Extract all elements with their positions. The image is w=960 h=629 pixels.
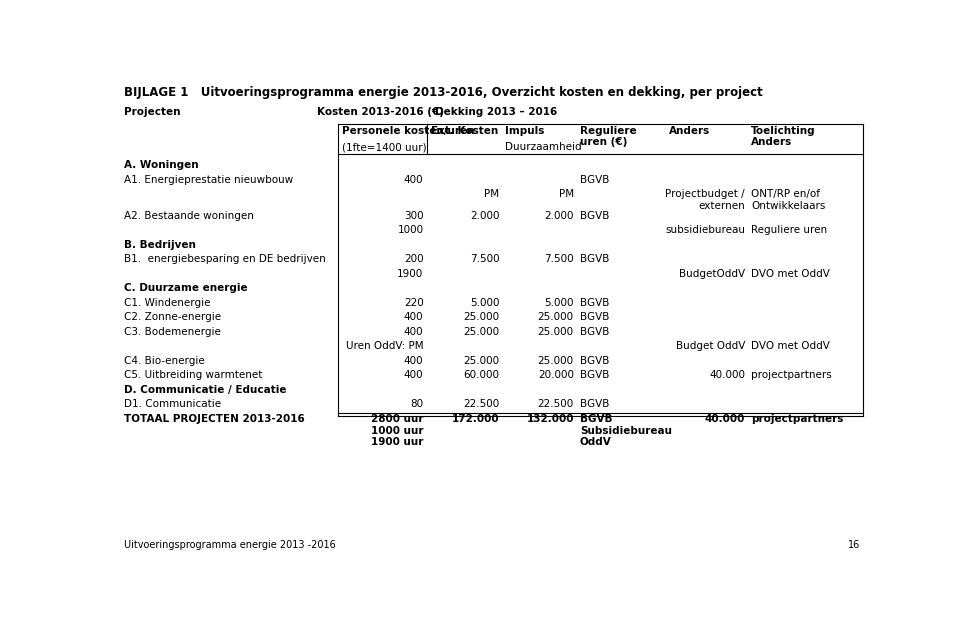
Text: BGVB: BGVB [580, 327, 610, 337]
Text: 2800 uur
1000 uur
1900 uur: 2800 uur 1000 uur 1900 uur [372, 414, 423, 447]
Text: Reguliere uren: Reguliere uren [751, 225, 827, 235]
Text: 60.000: 60.000 [464, 370, 499, 381]
Text: 80: 80 [411, 399, 423, 409]
Text: C3. Bodemenergie: C3. Bodemenergie [124, 327, 221, 337]
Text: 2.000: 2.000 [470, 211, 499, 221]
Text: Ext. Kosten: Ext. Kosten [431, 126, 498, 136]
Text: 400: 400 [404, 313, 423, 322]
Text: 22.500: 22.500 [463, 399, 499, 409]
Text: BIJLAGE 1   Uitvoeringsprogramma energie 2013-2016, Overzicht kosten en dekking,: BIJLAGE 1 Uitvoeringsprogramma energie 2… [124, 86, 762, 99]
Text: C2. Zonne-energie: C2. Zonne-energie [124, 313, 221, 322]
Text: 5.000: 5.000 [544, 298, 574, 308]
Text: Projectbudget /
externen: Projectbudget / externen [665, 189, 745, 211]
Text: BGVB: BGVB [580, 313, 610, 322]
Text: BGVB
Subsidiebureau
OddV: BGVB Subsidiebureau OddV [580, 414, 672, 447]
Text: Budget OddV: Budget OddV [676, 342, 745, 352]
Text: subsidiebureau: subsidiebureau [665, 225, 745, 235]
Text: Uren OddV: PM: Uren OddV: PM [346, 342, 423, 352]
Text: D. Communicatie / Educatie: D. Communicatie / Educatie [124, 385, 286, 395]
Text: 172.000: 172.000 [452, 414, 499, 424]
Text: A. Woningen: A. Woningen [124, 160, 199, 170]
Text: 400: 400 [404, 370, 423, 381]
Text: 132.000: 132.000 [526, 414, 574, 424]
Text: 400: 400 [404, 356, 423, 366]
Text: B1.  energiebesparing en DE bedrijven: B1. energiebesparing en DE bedrijven [124, 254, 325, 264]
Text: 220: 220 [404, 298, 423, 308]
Text: 400: 400 [404, 327, 423, 337]
Text: 40.000: 40.000 [708, 370, 745, 381]
Text: 25.000: 25.000 [464, 327, 499, 337]
Text: Personele kosten/uren: Personele kosten/uren [342, 126, 474, 136]
Text: 16: 16 [848, 540, 860, 550]
Text: Dekking 2013 – 2016: Dekking 2013 – 2016 [435, 107, 557, 117]
Text: 7.500: 7.500 [469, 254, 499, 264]
Text: Reguliere
uren (€): Reguliere uren (€) [580, 126, 636, 147]
Text: DVO met OddV: DVO met OddV [751, 342, 829, 352]
Text: 20.000: 20.000 [538, 370, 574, 381]
Text: D1. Communicatie: D1. Communicatie [124, 399, 221, 409]
Text: A1. Energieprestatie nieuwbouw: A1. Energieprestatie nieuwbouw [124, 175, 293, 185]
Text: PM: PM [559, 189, 574, 199]
Text: BudgetOddV: BudgetOddV [679, 269, 745, 279]
Text: BGVB: BGVB [580, 370, 610, 381]
Text: C. Duurzame energie: C. Duurzame energie [124, 283, 248, 293]
Text: (1fte=1400 uur): (1fte=1400 uur) [342, 142, 426, 152]
Text: Duurzaamheid: Duurzaamheid [505, 142, 582, 152]
Text: BGVB: BGVB [580, 356, 610, 366]
Text: 7.500: 7.500 [544, 254, 574, 264]
Text: 25.000: 25.000 [464, 356, 499, 366]
Text: A2. Bestaande woningen: A2. Bestaande woningen [124, 211, 253, 221]
Text: 1000: 1000 [397, 225, 423, 235]
Text: Kosten 2013-2016 (€): Kosten 2013-2016 (€) [317, 107, 444, 117]
Text: projectpartners: projectpartners [751, 414, 843, 424]
Text: 25.000: 25.000 [538, 313, 574, 322]
Text: C1. Windenergie: C1. Windenergie [124, 298, 210, 308]
Text: 300: 300 [404, 211, 423, 221]
Text: 400: 400 [404, 175, 423, 185]
Text: BGVB: BGVB [580, 298, 610, 308]
Text: 2.000: 2.000 [544, 211, 574, 221]
Text: 5.000: 5.000 [470, 298, 499, 308]
Text: 25.000: 25.000 [538, 356, 574, 366]
Text: 1900: 1900 [397, 269, 423, 279]
Text: Toelichting
Anders: Toelichting Anders [751, 126, 816, 147]
Text: BGVB: BGVB [580, 399, 610, 409]
Text: B. Bedrijven: B. Bedrijven [124, 240, 196, 250]
Text: 200: 200 [404, 254, 423, 264]
Text: projectpartners: projectpartners [751, 370, 831, 381]
Text: Anders: Anders [669, 126, 710, 136]
Text: BGVB: BGVB [580, 211, 610, 221]
Text: 22.500: 22.500 [538, 399, 574, 409]
Text: C5. Uitbreiding warmtenet: C5. Uitbreiding warmtenet [124, 370, 262, 381]
Text: C4. Bio-energie: C4. Bio-energie [124, 356, 204, 366]
Text: 25.000: 25.000 [464, 313, 499, 322]
Text: TOTAAL PROJECTEN 2013-2016: TOTAAL PROJECTEN 2013-2016 [124, 414, 304, 424]
Text: 25.000: 25.000 [538, 327, 574, 337]
Text: Uitvoeringsprogramma energie 2013 -2016: Uitvoeringsprogramma energie 2013 -2016 [124, 540, 335, 550]
Text: Projecten: Projecten [124, 107, 180, 117]
Text: DVO met OddV: DVO met OddV [751, 269, 829, 279]
Text: BGVB: BGVB [580, 254, 610, 264]
Text: 40.000: 40.000 [705, 414, 745, 424]
Text: ONT/RP en/of
Ontwikkelaars: ONT/RP en/of Ontwikkelaars [751, 189, 826, 211]
Text: BGVB: BGVB [580, 175, 610, 185]
Text: Impuls: Impuls [505, 126, 544, 136]
Text: PM: PM [484, 189, 499, 199]
